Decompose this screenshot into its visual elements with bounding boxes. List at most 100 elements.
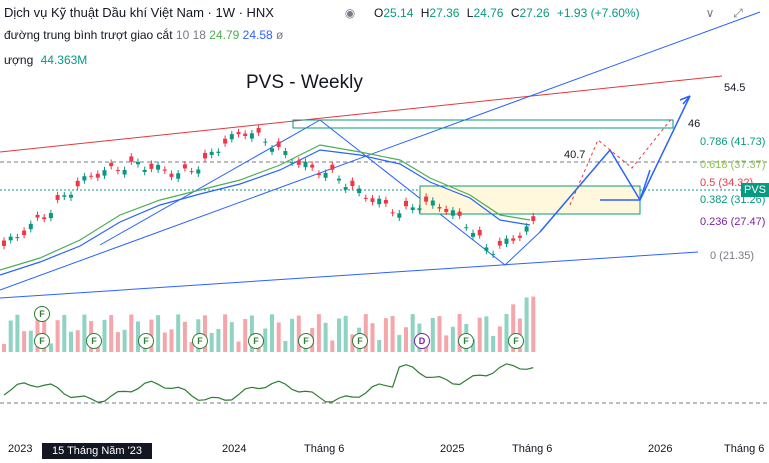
candle-body (524, 226, 529, 232)
volume-bar (48, 343, 53, 352)
candle-body (477, 229, 482, 236)
volume-bar (115, 332, 120, 352)
fib-level-0: 0 (21.35) (710, 250, 755, 262)
volume-bar (2, 344, 6, 352)
candle-body (156, 164, 161, 170)
target-40-7-label: 40.7 (564, 149, 586, 161)
ma-line-1 (0, 144, 531, 271)
open-value: 25.14 (383, 6, 414, 20)
event-f-icon[interactable]: F (34, 333, 50, 349)
event-f-icon[interactable]: F (352, 333, 368, 349)
candle-body (223, 138, 228, 144)
low-value: 24.76 (473, 6, 504, 20)
candle-body (102, 170, 107, 176)
volume-bar (209, 333, 214, 352)
symbol-title: Dịch vụ Kỹ thuật Dầu khí Việt Nam · 1W ·… (4, 5, 274, 20)
candle-body (330, 164, 335, 170)
high-label: H (420, 6, 430, 20)
candle-body (491, 253, 496, 255)
candle-body (203, 152, 207, 159)
candle-body (122, 169, 127, 175)
volume-bar (270, 314, 274, 352)
candle-body (404, 200, 408, 207)
volume-bar (109, 315, 114, 352)
cursor-date-label: 15 Tháng Năm '23 (42, 443, 152, 459)
volume-bar (444, 335, 449, 352)
ma-cross-value-1: 24.79 (209, 28, 240, 42)
oscillator-line (3, 363, 534, 403)
ma-cross-value-2: 24.58 (242, 28, 273, 42)
projection-path-blue (539, 95, 691, 233)
event-f-icon[interactable]: F (248, 333, 264, 349)
volume-bar (62, 314, 67, 352)
volume-bar (283, 340, 288, 352)
open-label: O (374, 6, 384, 20)
volume-bar (497, 326, 502, 352)
candle-body (35, 214, 40, 218)
candle-body (176, 173, 181, 179)
candle-body (89, 175, 94, 177)
volume-bar (102, 319, 107, 352)
candle-body (75, 180, 80, 187)
volume-bar (243, 319, 248, 352)
x-tick-2026: 2026 (648, 443, 673, 455)
volume-bar (437, 316, 442, 352)
candle-body (22, 230, 27, 236)
candle-body (48, 213, 53, 219)
candle-body (216, 151, 221, 153)
event-f-icon[interactable]: F (138, 333, 154, 349)
volume-bar (129, 314, 134, 352)
event-f-icon[interactable]: F (192, 333, 208, 349)
volume-legend[interactable]: ượng 44.363M (4, 53, 87, 67)
volume-bar (450, 326, 455, 352)
candle-body (62, 195, 67, 197)
candle-body (310, 164, 315, 168)
volume-bar (169, 329, 174, 352)
volume-bar (296, 315, 301, 352)
event-f-icon[interactable]: F (298, 333, 314, 349)
candle-body (464, 227, 469, 229)
volume-bar (430, 317, 435, 352)
event-f-icon[interactable]: F (34, 306, 50, 322)
candle-body (296, 160, 301, 165)
volume-bar (229, 322, 234, 352)
candle-body (95, 173, 100, 178)
volume-bar (377, 339, 382, 352)
rebound-trendline (504, 231, 541, 266)
target-46-label: 46 (688, 118, 701, 130)
eye-toggle-icon[interactable]: ◉ (344, 6, 356, 20)
candle-body (263, 141, 268, 143)
candle-body (410, 207, 415, 211)
candle-body (15, 237, 20, 239)
candle-body (290, 162, 295, 164)
candle-body (363, 197, 368, 199)
candle-body (229, 134, 234, 140)
volume-bar (524, 297, 529, 352)
volume-bar (236, 341, 241, 352)
candle-body (424, 196, 429, 202)
volume-bar (290, 318, 295, 352)
volume-bar (176, 314, 181, 352)
collapse-chevron-icon[interactable]: ∨ (705, 6, 715, 20)
maximize-icon[interactable]: ⤢ (733, 5, 743, 20)
ma-line-2 (0, 149, 531, 276)
candle-body (397, 213, 402, 218)
candle-body (437, 207, 442, 209)
volume-bar (22, 331, 27, 352)
event-f-icon[interactable]: F (458, 333, 474, 349)
candle-body (243, 133, 248, 137)
target-54-5-label: 54.5 (724, 82, 746, 94)
event-f-icon[interactable]: F (508, 333, 524, 349)
volume-bar (69, 331, 73, 352)
candle-body (484, 247, 489, 251)
volume-bar (28, 330, 33, 352)
candle-body (517, 235, 522, 238)
event-f-icon[interactable]: F (86, 333, 102, 349)
candle-body (471, 232, 475, 237)
ma-cross-legend[interactable]: đường trung bình trượt giao cắt 10 18 24… (4, 28, 283, 42)
volume-bar (504, 314, 509, 352)
candle-body (129, 156, 134, 162)
volume-bar (82, 314, 87, 352)
event-d-icon[interactable]: D (414, 333, 430, 349)
